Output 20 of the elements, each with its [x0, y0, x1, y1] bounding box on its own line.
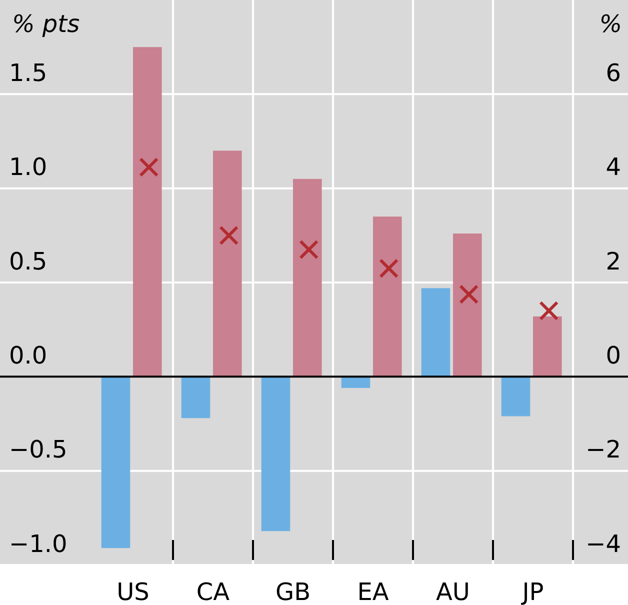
y2-tick-label: 0	[606, 341, 621, 370]
y-tick-label: 1.0	[9, 153, 48, 182]
y-axis-title: % pts	[12, 10, 80, 38]
x-tick-label: JP	[520, 578, 544, 605]
x-tick-label: AU	[436, 578, 470, 605]
y2-axis-title: %	[599, 10, 622, 38]
x-tick-label: CA	[196, 578, 230, 605]
y2-tick-label: 2	[606, 247, 621, 276]
y-tick-label: −0.5	[9, 436, 68, 464]
y2-tick-label: 4	[606, 153, 621, 182]
y-tick-label: 0.0	[9, 341, 48, 370]
x-tick-label: GB	[275, 578, 311, 605]
y-tick-label: 1.5	[9, 58, 48, 87]
y-tick-label: 0.5	[9, 247, 48, 276]
x-tick-label: EA	[357, 578, 390, 605]
y-tick-label: −1.0	[9, 530, 68, 558]
y2-tick-label: 6	[606, 58, 621, 87]
y2-tick-label: −2	[586, 436, 621, 464]
x-tick-label: US	[116, 578, 150, 605]
y2-tick-label: −4	[586, 530, 621, 558]
